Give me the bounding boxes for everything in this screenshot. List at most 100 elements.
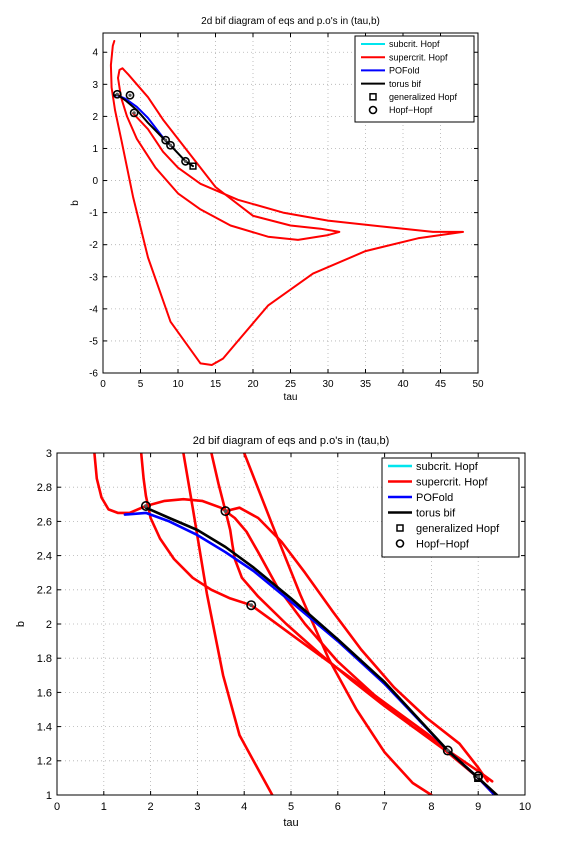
supercrit-hopf-curve (182, 453, 274, 795)
legend: subcrit. Hopf supercrit. Hopf POFold torus … (354, 35, 475, 123)
hopf-hopf-point (140, 501, 151, 512)
y-tick-label: 2.8 (37, 482, 52, 494)
generalized-hopf-point (189, 162, 197, 170)
hopf-hopf-point (112, 89, 122, 99)
legend-label: supercrit. Hopf (416, 476, 488, 488)
hopf-hopf-point (125, 90, 135, 100)
legend-label: generalized Hopf (389, 92, 458, 102)
x-tick-label: 20 (247, 379, 259, 390)
y-tick-label: 1.4 (37, 721, 52, 733)
y-tick-label: 4 (92, 48, 98, 59)
x-tick-label: 1 (101, 801, 107, 813)
y-tick-label: 2.6 (37, 516, 52, 528)
axes-box (102, 32, 479, 374)
x-tick-label: 35 (360, 379, 372, 390)
x-tick-label: 5 (288, 801, 294, 813)
x-tick-label: 10 (172, 379, 184, 390)
legend-label: torus bif (416, 507, 456, 519)
hopf-hopf-point-center (183, 159, 188, 163)
hopf-hopf-point-center (249, 603, 254, 608)
hopf-hopf-point-center (115, 92, 119, 96)
torus-bif-curve (144, 506, 499, 795)
legend-square-marker (369, 93, 377, 101)
y-tick-label: 1.6 (37, 687, 52, 699)
legend-label: subcrit. Hopf (389, 39, 440, 49)
supercrit-hopf-curve (224, 506, 489, 783)
hopf-hopf-point (166, 140, 175, 150)
chart-title: 2d bif diagram of eqs and p.o's in (tau,… (193, 435, 390, 447)
hopf-hopf-point-center (168, 143, 173, 147)
x-tick-label: 6 (335, 801, 341, 813)
hopf-hopf-point (246, 600, 257, 611)
generalized-hopf-point (474, 773, 483, 783)
legend-box (381, 457, 520, 558)
x-axis-label: tau (284, 392, 298, 403)
hopf-hopf-point-center (445, 748, 450, 753)
x-tick-label: 4 (241, 801, 247, 813)
plot-area (93, 453, 499, 795)
chart-2: 0 1 2 3 4 5 6 7 8 9 1011.21.41.61.822.22.42.62.832… (15, 435, 531, 829)
supercrit-hopf-curve (210, 453, 450, 752)
x-tick-label: 40 (397, 379, 409, 390)
x-tick-label: 15 (210, 379, 222, 390)
legend-label: POFold (389, 66, 420, 76)
hopf-hopf-point (161, 135, 171, 145)
legend-label: POFold (416, 492, 453, 504)
y-tick-label: -1 (89, 208, 98, 219)
x-tick-label: 7 (382, 801, 388, 813)
x-tick-label: 25 (285, 379, 297, 390)
y-tick-label: 0 (92, 176, 98, 187)
x-tick-label: 30 (322, 379, 334, 390)
hopf-hopf-point (220, 506, 231, 517)
hopf-hopf-point (129, 108, 139, 118)
hopf-hopf-point-center (164, 138, 168, 142)
legend: subcrit. Hopf supercrit. Hopf POFold torus … (381, 457, 520, 558)
y-tick-label: -3 (89, 272, 98, 283)
y-tick-label: 2.2 (37, 585, 52, 597)
y-axis-label: b (70, 200, 81, 206)
y-tick-label: 2 (92, 112, 98, 123)
y-tick-label: 1.8 (37, 653, 52, 665)
x-tick-label: 45 (435, 379, 447, 390)
torus-bif-curve (113, 93, 194, 168)
legend-label: torus bif (389, 79, 422, 89)
plot-area (109, 40, 464, 366)
supercrit-hopf-curve (109, 40, 464, 366)
x-tick-label: 3 (194, 801, 200, 813)
legend-label: Hopf−Hopf (416, 538, 470, 550)
y-tick-label: 2 (46, 619, 52, 631)
x-tick-label: 50 (472, 379, 484, 390)
y-tick-label: -2 (89, 240, 98, 251)
y-tick-label: 3 (46, 448, 52, 460)
axes-box (56, 452, 526, 796)
legend-circle-marker (395, 539, 405, 548)
supercrit-hopf-curve (139, 453, 494, 783)
chart-1: 0 5 10 15 20 25 30 35 40 45 50 -6 -5 -4 -3 -2 -1 0 1 2 3 4 2d … (70, 16, 484, 403)
x-tick-label: 2 (148, 801, 154, 813)
x-tick-label: 0 (100, 379, 106, 390)
legend-label: Hopf−Hopf (389, 105, 433, 115)
x-tick-label: 9 (475, 801, 481, 813)
y-tick-label: -6 (89, 369, 98, 380)
hopf-hopf-point-center (223, 509, 228, 514)
hopf-hopf-point (181, 156, 190, 166)
legend-square-marker (396, 524, 404, 532)
legend-label: generalized Hopf (416, 523, 500, 535)
y-tick-label: -5 (89, 336, 98, 347)
x-axis-label: tau (283, 817, 298, 829)
y-tick-label: 1 (46, 790, 52, 802)
y-tick-label: -4 (89, 304, 98, 315)
legend-circle-marker (368, 105, 378, 115)
x-tick-label: 10 (519, 801, 531, 813)
x-tick-label: 5 (138, 379, 144, 390)
y-tick-label: 1 (92, 144, 98, 155)
hopf-hopf-point (473, 771, 484, 782)
y-tick-label: 1.2 (37, 756, 52, 768)
hopf-hopf-point-center (132, 111, 136, 115)
x-tick-label: 0 (54, 801, 60, 813)
y-tick-label: 3 (92, 80, 98, 91)
supercrit-hopf-curve (93, 453, 496, 795)
x-tick-label: 8 (428, 801, 434, 813)
supercrit-hopf-curve (117, 67, 341, 241)
